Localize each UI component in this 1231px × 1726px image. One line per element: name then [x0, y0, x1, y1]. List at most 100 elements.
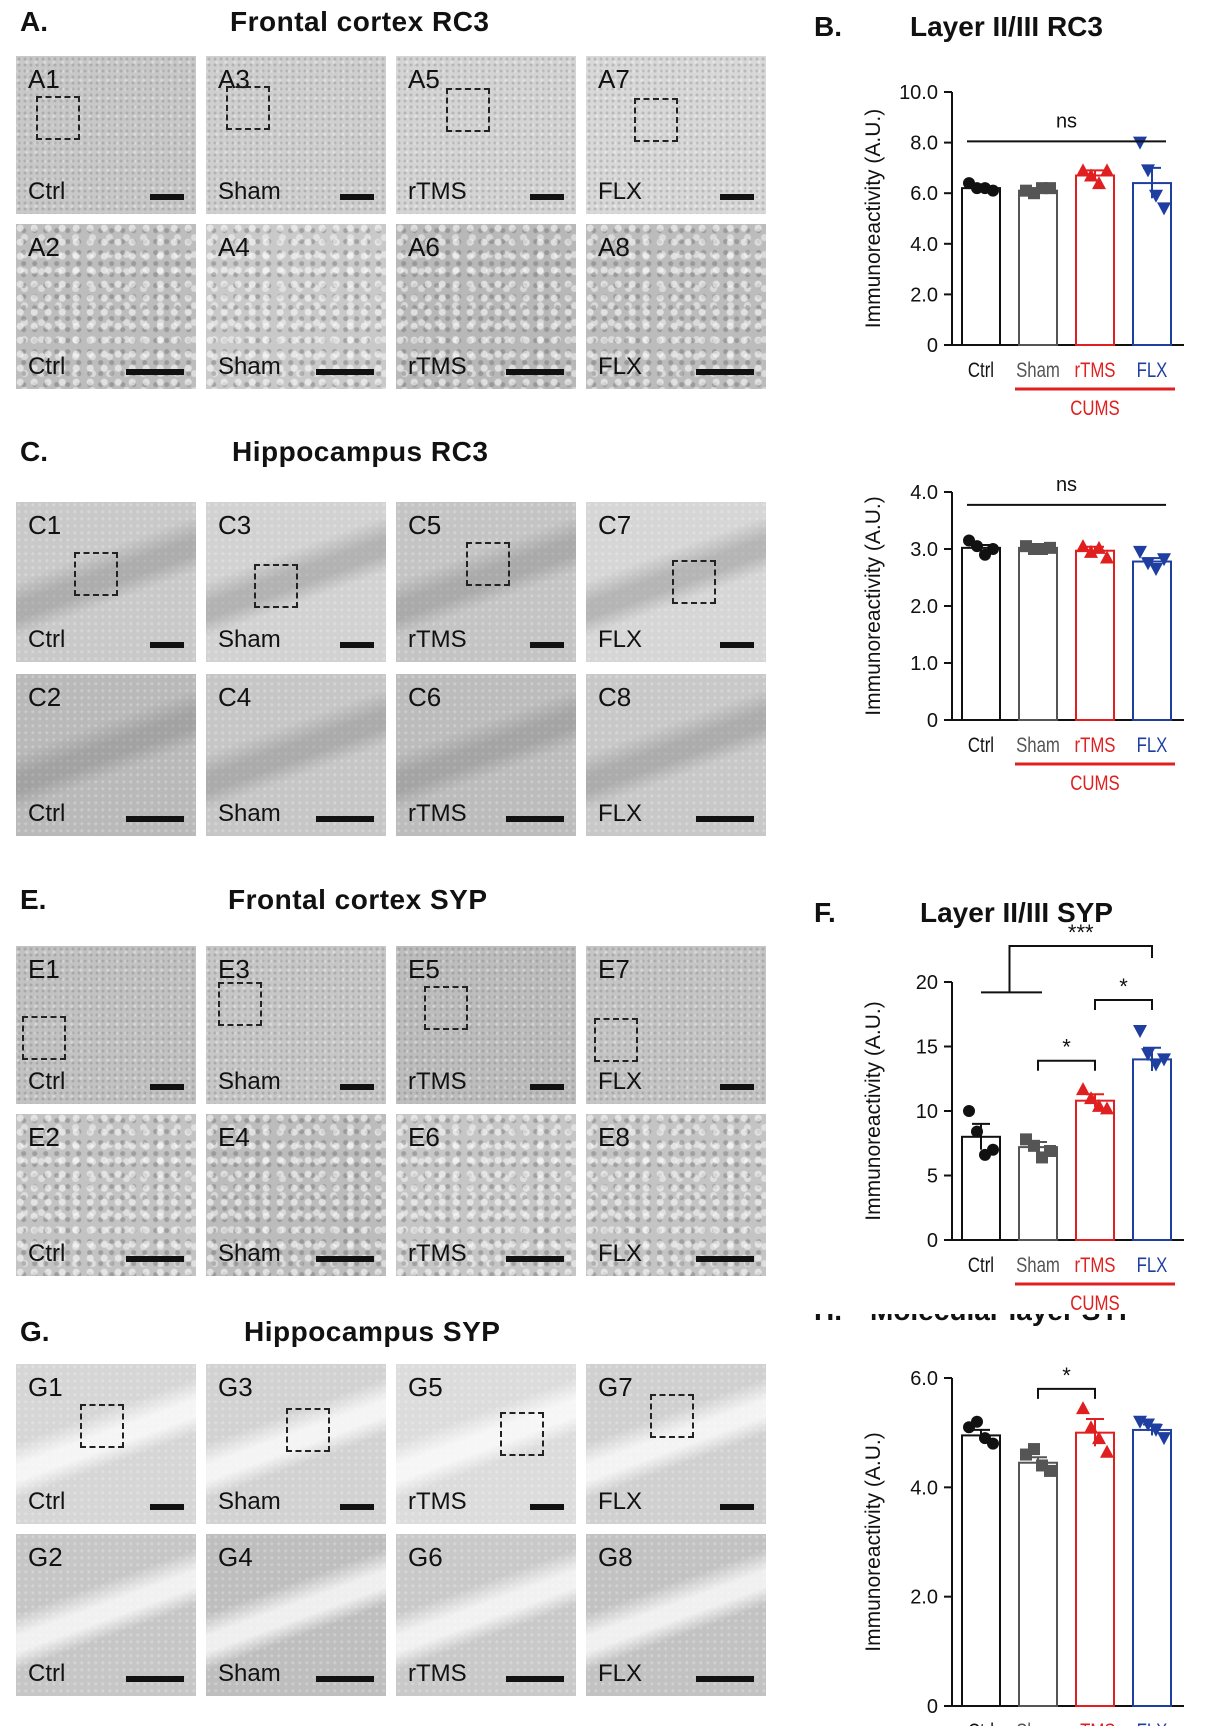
scale-bar: [530, 642, 564, 648]
data-point: [971, 540, 983, 553]
y-tick-label: 10: [916, 1101, 938, 1123]
micrograph-g4: G4 Sham: [206, 1534, 386, 1696]
bar-flx: [1132, 1428, 1172, 1708]
scale-bar: [126, 369, 184, 375]
scale-bar: [340, 1084, 374, 1090]
bar-sham: [1018, 546, 1058, 721]
roi-dashed-box: [80, 1404, 124, 1448]
significance-bracket: [1008, 945, 1153, 993]
data-point: [1149, 1423, 1163, 1437]
data-point: [1092, 176, 1106, 190]
micrograph-id-label: A7: [598, 64, 630, 94]
scale-bar: [150, 1084, 184, 1090]
micrograph-condition-label: FLX: [598, 1240, 643, 1267]
micrograph-id-label: A2: [28, 232, 60, 262]
micrograph-condition-label: Ctrl: [28, 1660, 66, 1687]
cums-group-label: CUMS: [1070, 397, 1119, 420]
y-tick-label: 2.0: [910, 1587, 938, 1609]
scale-bar: [696, 816, 754, 822]
y-tick-label: 4.0: [910, 482, 938, 504]
bar-rtms: [1075, 1099, 1115, 1241]
category-label-flx: FLX: [1137, 1720, 1168, 1726]
micrograph-a1: A1 Ctrl: [16, 56, 196, 214]
y-tick-label: 0: [927, 335, 938, 357]
data-point: [1044, 1464, 1056, 1477]
data-point: [1133, 136, 1147, 150]
data-point: [1084, 1091, 1098, 1105]
category-label-flx: FLX: [1137, 359, 1168, 382]
category-label-sham: Sham: [1016, 1720, 1060, 1726]
data-point: [1133, 545, 1147, 559]
panel-label-c: C.: [20, 436, 48, 467]
roi-dashed-box: [500, 1412, 544, 1456]
scale-bar: [696, 1676, 754, 1682]
data-point: [1092, 540, 1106, 554]
micrograph-condition-label: rTMS: [408, 353, 467, 380]
micrograph-c8: C8 FLX: [586, 674, 766, 836]
micrograph-condition-label: Sham: [218, 1068, 281, 1095]
scale-bar: [316, 1256, 374, 1262]
scale-bar: [720, 1504, 754, 1510]
y-tick-label: 6.0: [910, 183, 938, 205]
micrograph-c7: C7 FLX: [586, 502, 766, 662]
data-point: [987, 543, 999, 555]
category-label-rtms: rTMS: [1074, 359, 1115, 382]
micrograph-condition-label: FLX: [598, 1660, 643, 1687]
micrograph-id-label: G3: [218, 1372, 253, 1402]
y-tick-label: 0: [927, 1230, 938, 1252]
category-label-flx: FLX: [1137, 734, 1168, 757]
roi-dashed-box: [446, 88, 490, 132]
micrograph-id-label: E5: [408, 954, 440, 984]
data-point: [1157, 1053, 1171, 1067]
micrograph-g7: G7 FLX: [586, 1364, 766, 1524]
y-tick-label: 3.0: [910, 539, 938, 561]
roi-dashed-box: [226, 86, 270, 130]
micrograph-c3: C3 Sham: [206, 502, 386, 662]
micrograph-c6: C6 rTMS: [396, 674, 576, 836]
micrograph-e3: E3 Sham: [206, 946, 386, 1104]
data-point: [1092, 1098, 1106, 1112]
chart-b: B. Layer II/III RC3 0 2.0 4.0 6.0 8.0 10.0 Immun…: [814, 11, 1184, 420]
y-axis-label: Immunoreactivity (A.U.): [862, 496, 885, 715]
micrograph-condition-label: FLX: [598, 178, 643, 205]
scale-bar: [340, 642, 374, 648]
data-point: [1157, 1432, 1171, 1446]
category-label-sham: Sham: [1016, 1254, 1060, 1277]
category-label-rtms: rTMS: [1074, 1254, 1115, 1277]
micrograph-condition-label: Sham: [218, 1240, 281, 1267]
scale-bar: [696, 369, 754, 375]
data-point: [1076, 1401, 1090, 1415]
y-tick-label: 20: [916, 972, 938, 994]
micrograph-c2: C2 Ctrl: [16, 674, 196, 836]
y-axis-label: Immunoreactivity (A.U.): [862, 109, 885, 328]
scale-bar: [506, 816, 564, 822]
data-point: [1076, 163, 1090, 177]
roi-dashed-box: [672, 560, 716, 604]
micrograph-condition-label: FLX: [598, 800, 643, 827]
category-label-ctrl: Ctrl: [968, 359, 994, 382]
micrograph-id-label: E7: [598, 954, 630, 984]
scale-bar: [530, 1084, 564, 1090]
data-point: [1149, 562, 1163, 576]
micrograph-id-label: G2: [28, 1542, 63, 1572]
micrograph-id-label: E4: [218, 1122, 250, 1152]
roi-dashed-box: [254, 564, 298, 608]
micrograph-a5: A5 rTMS: [396, 56, 576, 214]
micrograph-g8: G8 FLX: [586, 1534, 766, 1696]
micrograph-condition-label: Ctrl: [28, 1240, 66, 1267]
data-point: [1084, 544, 1098, 558]
data-point: [1149, 1058, 1163, 1072]
micrograph-a4: A4 Sham: [206, 224, 386, 389]
micrograph-id-label: C4: [218, 682, 252, 712]
scale-bar: [316, 369, 374, 375]
micrograph-condition-label: Sham: [218, 626, 281, 653]
significance-label: *: [1062, 1035, 1071, 1060]
bar-rtms: [1075, 549, 1115, 721]
micrograph-condition-label: Sham: [218, 178, 281, 205]
micrograph-id-label: C1: [28, 510, 62, 540]
data-point: [1084, 1420, 1098, 1434]
micrograph-a2: A2 Ctrl: [16, 224, 196, 389]
y-tick-label: 0: [927, 710, 938, 732]
micrograph-a3: A3 Sham: [206, 56, 386, 214]
micrograph-condition-label: Ctrl: [28, 178, 66, 205]
